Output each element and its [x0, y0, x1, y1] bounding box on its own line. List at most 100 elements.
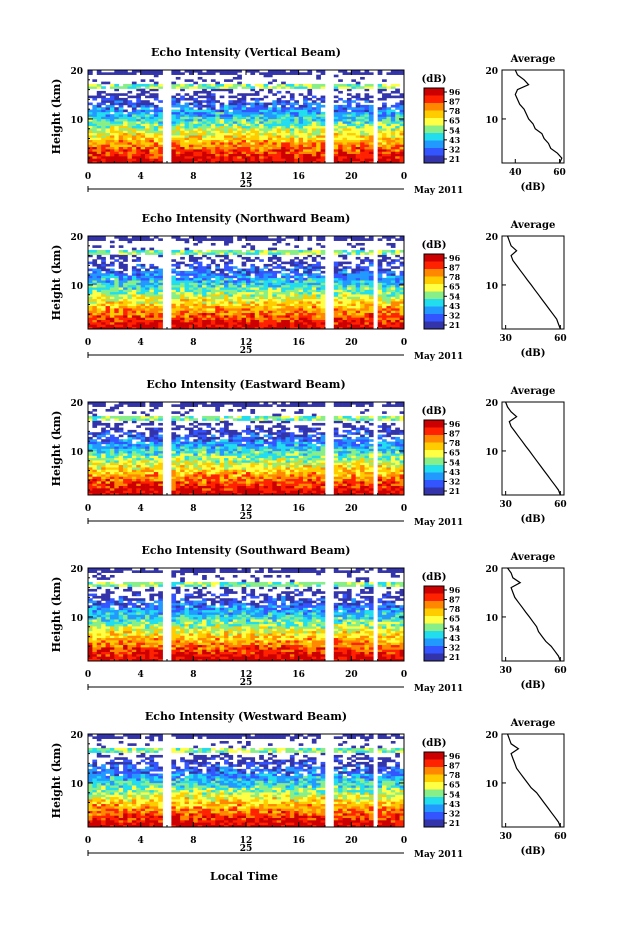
heatmap-cell — [127, 308, 133, 311]
heatmap-cell — [96, 282, 102, 286]
heatmap-cell — [272, 86, 278, 89]
heatmap-cell — [180, 72, 185, 75]
heatmap-cell — [311, 256, 317, 260]
heatmap-cell — [114, 158, 120, 161]
heatmap-cell — [140, 249, 146, 253]
heatmap-cell — [294, 326, 299, 330]
heatmap-cell — [250, 310, 256, 314]
heatmap-cell — [303, 123, 308, 127]
heatmap-cell — [377, 83, 383, 87]
heatmap-cell — [285, 114, 291, 117]
heatmap-cell — [202, 326, 207, 330]
heatmap-cell — [219, 146, 225, 150]
heatmap-cell — [342, 261, 348, 265]
heatmap-cell — [355, 111, 361, 115]
heatmap-cell — [395, 72, 400, 75]
heatmap-cell — [101, 402, 106, 405]
heatmap-cell — [145, 464, 150, 468]
heatmap-cell — [202, 88, 207, 92]
heatmap-cell — [145, 324, 150, 327]
heatmap-cell — [114, 125, 120, 129]
heatmap-cell — [237, 268, 242, 272]
heatmap-cell — [281, 135, 286, 138]
heatmap-cell — [136, 425, 141, 428]
heatmap-cell — [145, 476, 150, 480]
heatmap-cell — [289, 123, 295, 127]
heatmap-cell — [210, 151, 216, 155]
x-tick-label: 0 — [85, 172, 91, 182]
heatmap-cell — [377, 130, 383, 134]
heatmap-cell — [346, 236, 352, 239]
heatmap-cell — [320, 236, 326, 239]
heatmap-cell — [320, 72, 326, 75]
heatmap-cell — [171, 116, 177, 120]
heatmap-cell — [105, 104, 111, 108]
heatmap-cell — [311, 259, 317, 262]
heatmap-cell — [228, 240, 234, 244]
heatmap-cell — [131, 144, 137, 148]
heatmap-cell — [303, 132, 308, 136]
heatmap-cell — [399, 301, 405, 304]
heatmap-cell — [228, 121, 234, 124]
heatmap-cell — [114, 118, 120, 122]
heatmap-cell — [382, 158, 387, 161]
heatmap-cell — [399, 287, 405, 290]
heatmap-cell — [351, 284, 357, 288]
heatmap-cell — [149, 427, 155, 431]
heatmap-cell — [127, 324, 133, 327]
heatmap-cell — [105, 270, 111, 274]
heatmap-cell — [281, 123, 286, 127]
heatmap-cell — [263, 160, 269, 164]
heatmap-cell — [351, 107, 357, 110]
heatmap-cell — [171, 249, 177, 253]
heatmap-cell — [311, 298, 317, 302]
heatmap-cell — [202, 137, 207, 141]
heatmap-cell — [368, 263, 374, 267]
heatmap-cell — [92, 104, 98, 108]
heatmap-cell — [153, 469, 159, 473]
heatmap-cell — [364, 144, 370, 148]
heatmap-cell — [109, 460, 115, 463]
heatmap-cell — [338, 70, 343, 73]
heatmap-cell — [386, 144, 392, 148]
heatmap-cell — [267, 282, 273, 286]
heatmap-cell — [294, 296, 299, 300]
heatmap-cell — [171, 160, 177, 164]
heatmap-cell — [131, 485, 137, 489]
heatmap-cell — [118, 270, 124, 274]
heatmap-cell — [136, 289, 141, 293]
heatmap-cell — [377, 263, 383, 267]
heatmap-cell — [123, 282, 128, 286]
heatmap-cell — [320, 282, 326, 286]
heatmap-cell — [272, 294, 278, 297]
heatmap-cell — [215, 275, 220, 279]
heatmap-cell — [351, 294, 357, 297]
heatmap-cell — [92, 144, 98, 148]
heatmap-cell — [88, 273, 93, 276]
heatmap-cell — [96, 118, 102, 122]
heatmap-cell — [346, 242, 352, 246]
heatmap-cell — [101, 268, 106, 272]
heatmap-cell — [193, 289, 199, 293]
heatmap-cell — [237, 74, 242, 78]
heatmap-cell — [197, 266, 203, 269]
heatmap-cell — [149, 485, 155, 489]
heatmap-cell — [298, 305, 304, 309]
heatmap-cell — [193, 280, 199, 283]
heatmap-cell — [368, 156, 374, 159]
heatmap-cell — [263, 114, 269, 117]
heatmap-cell — [338, 308, 343, 311]
heatmap-cell — [241, 116, 247, 120]
heatmap-cell — [101, 259, 106, 262]
heatmap-cell — [351, 322, 357, 325]
heatmap-cell — [338, 322, 343, 325]
heatmap-cell — [259, 139, 264, 143]
heatmap-cell — [158, 317, 163, 321]
heatmap-cell — [215, 236, 220, 239]
heatmap-cell — [298, 263, 304, 267]
heatmap-cell — [184, 270, 190, 274]
heatmap-cell — [228, 280, 234, 283]
heatmap-cell — [92, 261, 98, 265]
heatmap-cell — [224, 123, 229, 127]
heatmap-cell — [386, 95, 392, 99]
